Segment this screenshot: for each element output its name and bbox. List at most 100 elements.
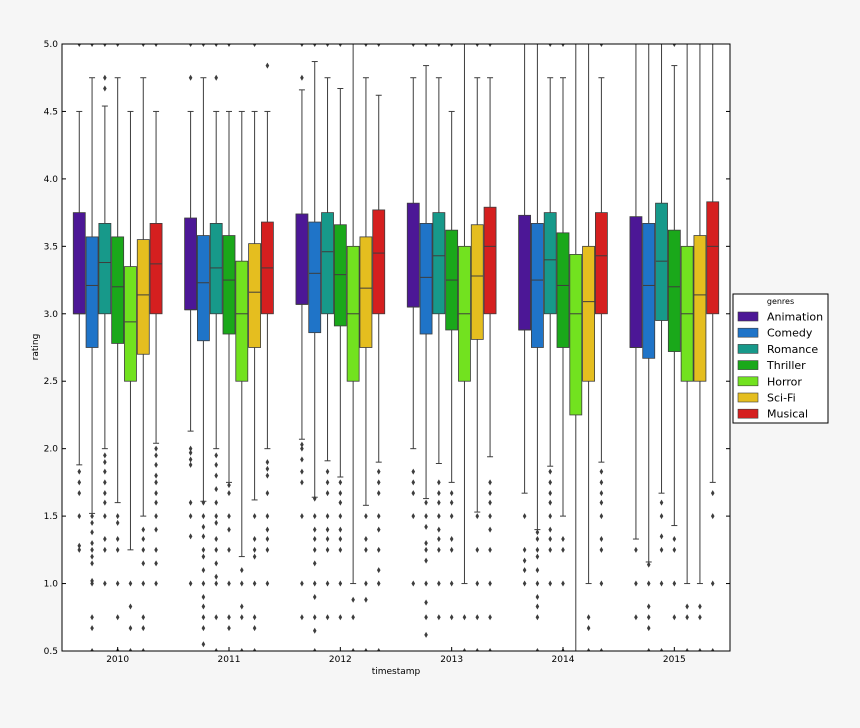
outlier-point [710, 490, 715, 497]
outlier-point [265, 465, 270, 472]
outlier-point [265, 513, 270, 520]
outlier-point [227, 482, 231, 489]
y-tick-label: 3.5 [44, 242, 58, 252]
outlier-point [252, 553, 257, 560]
outlier-point [103, 479, 107, 486]
outlier-point [488, 580, 492, 587]
outlier-point [77, 44, 82, 47]
outlier-point [488, 648, 492, 651]
outlier-point [312, 594, 317, 601]
outlier-point [227, 513, 231, 520]
outlier-point [90, 580, 94, 587]
outlier-point [475, 44, 480, 47]
outlier-point [475, 546, 480, 553]
outlier-point [214, 573, 218, 580]
outlier-point [312, 560, 317, 567]
outlier-point [154, 513, 158, 520]
outlier-point [201, 594, 206, 601]
outlier-point [376, 513, 381, 520]
y-tick-label: 4.0 [44, 175, 59, 185]
box-iqr [667, 229, 681, 352]
outlier-point [548, 468, 552, 475]
outlier-point [488, 546, 492, 553]
outlier-point [548, 499, 552, 506]
outlier-point [300, 441, 304, 448]
outlier-point [338, 580, 343, 587]
box-comedy-2013 [419, 44, 433, 638]
outlier-point [141, 614, 146, 621]
outlier-point [214, 44, 218, 47]
outlier-point [376, 648, 381, 651]
legend-label-musical: Musical [767, 408, 808, 421]
outlier-point [424, 557, 428, 564]
outlier-point [424, 631, 428, 638]
outlier-point [364, 580, 368, 587]
x-axis-label: timestamp [372, 667, 421, 677]
box-musical-2015 [706, 44, 720, 651]
outlier-point [214, 614, 218, 621]
outlier-point [214, 74, 218, 81]
outlier-point [214, 546, 218, 553]
outlier-point [437, 614, 441, 621]
outlier-point [634, 546, 638, 553]
outlier-point [115, 519, 120, 526]
outlier-point [364, 44, 368, 47]
box-thriller-2014 [556, 44, 570, 651]
outlier-point [312, 44, 317, 47]
outlier-point [90, 513, 94, 520]
outlier-point [240, 648, 244, 651]
outlier-point [214, 486, 218, 493]
outlier-point [376, 44, 381, 47]
boxes-layer [72, 44, 720, 651]
y-axis: 0.5 1.0 1.5 2.0 2.5 3.0 3.5 4.0 4.5 5.0 [44, 40, 730, 657]
outlier-point [77, 490, 82, 497]
box-iqr [531, 223, 544, 348]
outlier-point [424, 546, 428, 553]
outlier-point [103, 513, 107, 520]
box-animation-2012 [295, 44, 309, 621]
outlier-point [599, 44, 604, 47]
outlier-point [698, 648, 702, 651]
outlier-point [599, 468, 604, 475]
outlier-point [376, 580, 381, 587]
outlier-point [141, 526, 146, 533]
x-tick-label: 2010 [106, 655, 129, 665]
outlier-point [90, 560, 94, 567]
outlier-point [312, 648, 317, 651]
outlier-point [411, 468, 416, 475]
outlier-point [437, 499, 441, 506]
outlier-point [646, 648, 651, 651]
outlier-point [646, 603, 651, 610]
legend-swatch-thriller [737, 360, 759, 370]
box-romance-2010 [98, 44, 112, 587]
outlier-point [338, 513, 343, 520]
outlier-point [141, 648, 146, 651]
outlier-point [265, 490, 270, 497]
outlier-point [522, 513, 527, 520]
outlier-point [128, 580, 133, 587]
box-sci-fi-2010 [136, 44, 150, 651]
outlier-point [424, 44, 428, 47]
outlier-point [77, 479, 82, 486]
outlier-point [201, 533, 206, 540]
box-iqr [196, 235, 210, 342]
outlier-point [252, 546, 257, 553]
outlier-point [77, 468, 82, 475]
outlier-point [90, 519, 94, 526]
outlier-point [659, 533, 664, 540]
outlier-point [535, 614, 540, 621]
legend-title: genres [767, 297, 794, 306]
outlier-point [646, 561, 651, 568]
outlier-point [548, 44, 552, 47]
box-iqr [556, 232, 570, 348]
outlier-point [154, 526, 158, 533]
outlier-point [364, 596, 368, 603]
legend-swatch-horror [737, 376, 759, 387]
outlier-point [685, 648, 689, 651]
outlier-point [364, 546, 368, 553]
outlier-point [90, 529, 94, 536]
outlier-point [488, 490, 492, 497]
outlier-point [376, 546, 381, 553]
